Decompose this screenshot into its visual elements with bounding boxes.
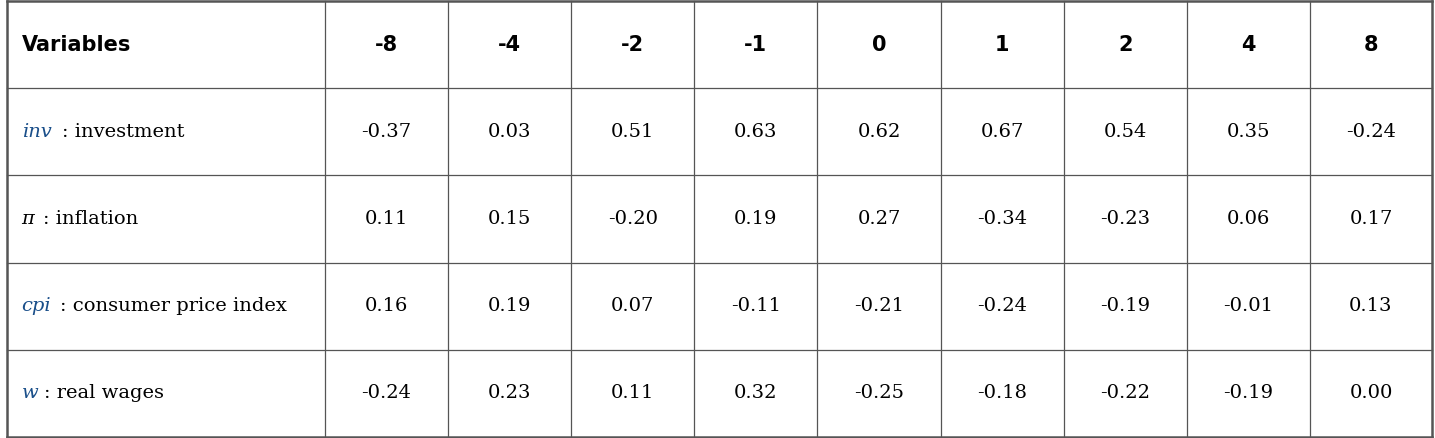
Text: -0.20: -0.20	[608, 210, 657, 228]
Text: -4: -4	[498, 35, 521, 54]
Text: 0.13: 0.13	[1349, 297, 1393, 315]
Text: -0.37: -0.37	[362, 123, 412, 141]
Text: -1: -1	[745, 35, 768, 54]
Text: 0.67: 0.67	[980, 123, 1023, 141]
Text: -8: -8	[375, 35, 397, 54]
Text: 0.62: 0.62	[857, 123, 901, 141]
Text: 0.19: 0.19	[488, 297, 531, 315]
Text: 0.03: 0.03	[488, 123, 531, 141]
Text: inv: inv	[22, 123, 52, 141]
Text: -0.01: -0.01	[1223, 297, 1273, 315]
Text: -2: -2	[621, 35, 644, 54]
Text: cpi: cpi	[22, 297, 52, 315]
Text: : investment: : investment	[62, 123, 184, 141]
Text: 0.19: 0.19	[735, 210, 778, 228]
Text: -0.11: -0.11	[730, 297, 781, 315]
Text: -0.34: -0.34	[977, 210, 1027, 228]
Text: 0.06: 0.06	[1227, 210, 1270, 228]
Text: 0.15: 0.15	[488, 210, 531, 228]
Text: 0.17: 0.17	[1349, 210, 1393, 228]
Text: -0.22: -0.22	[1101, 385, 1151, 403]
Text: -0.24: -0.24	[1346, 123, 1396, 141]
Text: -0.21: -0.21	[854, 297, 904, 315]
Text: 0.00: 0.00	[1349, 385, 1393, 403]
Text: -0.25: -0.25	[854, 385, 904, 403]
Text: 0: 0	[871, 35, 887, 54]
Text: Variables: Variables	[22, 35, 131, 54]
Text: -0.24: -0.24	[362, 385, 412, 403]
Text: : real wages: : real wages	[44, 385, 165, 403]
Text: -0.19: -0.19	[1101, 297, 1151, 315]
Text: -0.19: -0.19	[1223, 385, 1273, 403]
Text: 0.35: 0.35	[1227, 123, 1270, 141]
Text: 0.11: 0.11	[364, 210, 408, 228]
Text: 0.16: 0.16	[364, 297, 408, 315]
Text: w: w	[22, 385, 39, 403]
Text: 0.32: 0.32	[735, 385, 778, 403]
Text: -0.18: -0.18	[977, 385, 1027, 403]
Text: π: π	[22, 210, 34, 228]
Text: -0.23: -0.23	[1101, 210, 1151, 228]
Text: : inflation: : inflation	[43, 210, 138, 228]
Text: : consumer price index: : consumer price index	[60, 297, 287, 315]
Text: 0.54: 0.54	[1104, 123, 1147, 141]
Text: 0.23: 0.23	[488, 385, 531, 403]
Text: 0.27: 0.27	[857, 210, 901, 228]
Text: 0.11: 0.11	[611, 385, 654, 403]
Text: 2: 2	[1118, 35, 1132, 54]
Text: 0.63: 0.63	[735, 123, 778, 141]
Text: 8: 8	[1363, 35, 1378, 54]
Text: 0.07: 0.07	[611, 297, 654, 315]
Text: 0.51: 0.51	[611, 123, 654, 141]
Text: 4: 4	[1241, 35, 1256, 54]
Text: 1: 1	[994, 35, 1009, 54]
Text: -0.24: -0.24	[977, 297, 1027, 315]
